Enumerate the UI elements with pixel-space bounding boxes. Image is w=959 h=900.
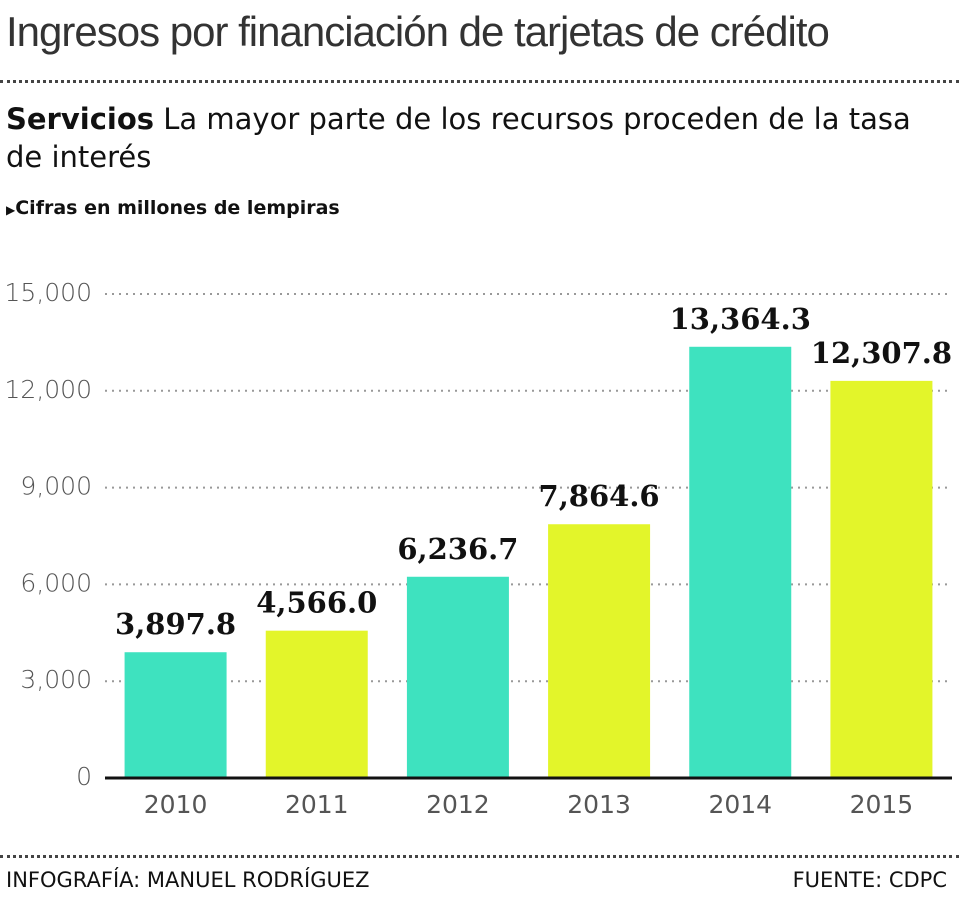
value-label: 7,864.6 <box>539 479 660 513</box>
divider <box>0 80 959 83</box>
y-tick-label: 6,000 <box>20 568 92 597</box>
credit: INFOGRAFÍA: MANUEL RODRÍGUEZ <box>6 868 370 892</box>
value-label: 4,566.0 <box>256 586 377 620</box>
bar <box>406 576 509 778</box>
bar <box>689 346 792 778</box>
chart-title: Ingresos por financiación de tarjetas de… <box>6 8 830 55</box>
y-tick-label: 15,000 <box>5 278 92 307</box>
note-block: ▶Cifras en millones de lempiras <box>6 197 340 219</box>
x-tick-label: 2012 <box>426 790 490 819</box>
subtitle: La mayor parte de los recursos proceden … <box>6 102 911 174</box>
bar <box>830 380 933 778</box>
note: Cifras en millones de lempiras <box>15 197 340 219</box>
y-tick-label: 3,000 <box>20 665 92 694</box>
y-tick-label: 12,000 <box>5 375 92 404</box>
x-tick-label: 2010 <box>144 790 208 819</box>
value-label: 3,897.8 <box>115 607 236 641</box>
source: FUENTE: CDPC <box>792 868 947 892</box>
value-label: 12,307.8 <box>811 336 952 370</box>
bar <box>124 652 227 778</box>
bullet: ▶ <box>6 203 16 217</box>
bar <box>548 524 651 778</box>
x-tick-label: 2015 <box>850 790 914 819</box>
y-tick-label: 9,000 <box>20 472 92 501</box>
value-label: 13,364.3 <box>670 302 811 336</box>
x-tick-label: 2014 <box>708 790 772 819</box>
bar <box>265 630 368 778</box>
x-tick-label: 2013 <box>567 790 631 819</box>
y-tick-label: 0 <box>76 762 92 791</box>
subtitle-block: Servicios La mayor parte de los recursos… <box>6 100 946 176</box>
divider <box>0 855 959 858</box>
value-label: 6,236.7 <box>397 532 518 566</box>
subtitle-label: Servicios <box>6 102 155 136</box>
x-tick-label: 2011 <box>285 790 349 819</box>
